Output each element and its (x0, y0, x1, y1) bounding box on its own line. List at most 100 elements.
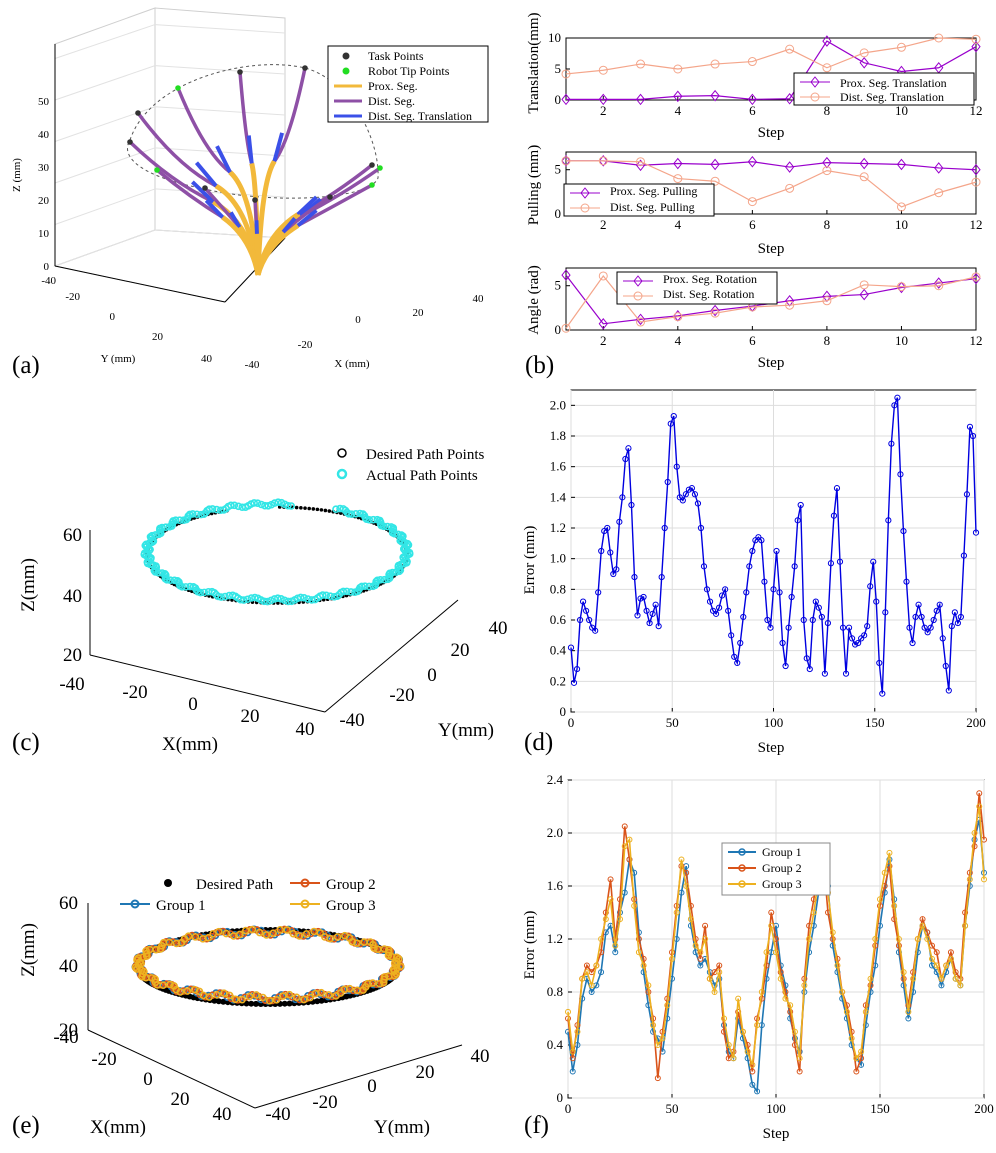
a-dist-translation (272, 132, 285, 162)
f-series-1-point (754, 1088, 761, 1095)
a-dist-translation (191, 180, 215, 204)
d-series-1-point (640, 593, 647, 601)
panel-c-3d-path: 20 40 60 -40 -20 0 20 40 -40 -20 0 20 40 Z(mm) X(mm)… (12, 447, 508, 756)
f-series-3-point (952, 975, 959, 982)
c-actual-point (263, 597, 272, 606)
c-desired-point (327, 509, 332, 513)
d-series-1-point (951, 609, 958, 616)
b3-ytick: 5 (555, 278, 562, 293)
a-xtick: -40 (245, 359, 260, 371)
c-actual-point (365, 515, 374, 524)
c-actual-point (369, 582, 377, 591)
d-series-1-point (876, 659, 883, 667)
d-series-1-point (954, 619, 961, 627)
e-ytick: 0 (367, 1076, 377, 1097)
d-series-1-point (728, 632, 735, 639)
c-actual-point (243, 595, 252, 604)
f-series-2-point (843, 1002, 850, 1009)
e-desired-point (248, 1000, 255, 1007)
c-desired-point (230, 598, 234, 602)
b2-series-2-point (971, 177, 981, 187)
c-actual-point (332, 505, 340, 514)
f-series-3-point (867, 975, 874, 982)
f-series-3-point (607, 896, 614, 903)
f-series-3-point (843, 1008, 850, 1015)
e-xtick: 0 (143, 1069, 153, 1090)
f-legend-g2: Group 2 (762, 861, 802, 875)
f-series-3-point (631, 902, 638, 909)
d-series-1-point (939, 635, 946, 642)
d-series-1-point (894, 394, 901, 401)
b1-series-2-point (747, 57, 757, 67)
e-group-3-point (369, 940, 377, 949)
d-series-1-point (957, 613, 964, 621)
c-actual-point (267, 596, 275, 605)
b2-xtick: 4 (675, 217, 682, 232)
f-series-3-point (910, 975, 917, 982)
d-series-1-point (649, 610, 656, 617)
c-actual-point (365, 582, 374, 591)
e-ztick: 60 (59, 893, 78, 914)
e-legend-g3: Group 3 (326, 898, 376, 914)
d-series-1-point (827, 560, 835, 567)
a-ztick: 50 (38, 96, 50, 108)
d-series-1-point (688, 485, 695, 492)
b3-legend-circle-icon (633, 291, 643, 301)
d-series-1-point (924, 629, 931, 636)
d-ytick: 1.8 (550, 428, 566, 443)
f-series-3-point (716, 969, 723, 976)
b3-xtick: 4 (675, 333, 682, 348)
c-ylabel: Y(mm) (438, 720, 494, 741)
f-series-3-point (588, 982, 595, 989)
f-series-3-point (626, 836, 633, 843)
a-dist-segment (128, 140, 214, 204)
e-group-3-point (353, 986, 361, 995)
e-ytick: -20 (312, 1092, 337, 1113)
b2-series-2-line (566, 160, 977, 208)
f-series-3-point (711, 989, 718, 995)
d-series-1-point (803, 655, 810, 662)
d-series-1-point (900, 527, 907, 535)
f-series-3-point (900, 969, 907, 976)
a-grid-line (54, 147, 156, 184)
b2-series-2-point (747, 197, 757, 207)
f-series-3-point (966, 876, 973, 883)
b3-legend-dist: Dist. Seg. Rotation (663, 287, 754, 301)
a-legend: Task Points Robot Tip Points Prox. Seg. … (327, 45, 489, 123)
d-series-1-point (631, 573, 638, 581)
f-series-3-point (862, 1008, 869, 1015)
f-series-2-point (976, 790, 983, 797)
e-group-2-point (168, 938, 177, 946)
panel-d-error-chart: 0 50 100 150 200 0 0.2 0.4 0.6 0.8 1.0 1.2 1.4 1.6 1.8… (522, 389, 986, 756)
e-legend-desired: Desired Path (196, 877, 274, 893)
f-series-2-point (635, 936, 642, 942)
c-actual-point (380, 575, 389, 584)
f-ytick: 2.4 (547, 772, 564, 787)
d-series-1-point (646, 619, 653, 627)
d-series-1-point (715, 604, 723, 611)
b1-series-2-point (598, 65, 608, 75)
d-ytick: 1.0 (550, 551, 566, 566)
f-series-3-point (858, 1048, 865, 1055)
b3-xlabel: Step (758, 355, 785, 371)
f-series-2-point (962, 909, 969, 916)
c-desired-point (294, 505, 299, 510)
e-group-3-point (231, 995, 240, 1004)
b3-series-2-point (822, 296, 832, 306)
f-series-3-point (791, 1028, 798, 1035)
a-ytick: -20 (65, 291, 80, 303)
d-series-1-point (579, 598, 587, 605)
f-series-3-point (706, 975, 713, 982)
b2-series-1-point (896, 158, 907, 171)
e-group-3-point (272, 996, 281, 1004)
f-series-3-point (617, 916, 623, 923)
b3-series-2-point (673, 312, 683, 322)
a-ylabel: Y (mm) (101, 353, 136, 365)
c-actual-point (188, 510, 197, 518)
d-series-1-point (839, 624, 847, 631)
a-ytick: 40 (201, 353, 213, 365)
e-group-3-point (392, 969, 401, 978)
b2-series-2-point (710, 176, 720, 186)
d-series-1-point (912, 613, 919, 621)
a-ytick: 0 (110, 311, 116, 323)
